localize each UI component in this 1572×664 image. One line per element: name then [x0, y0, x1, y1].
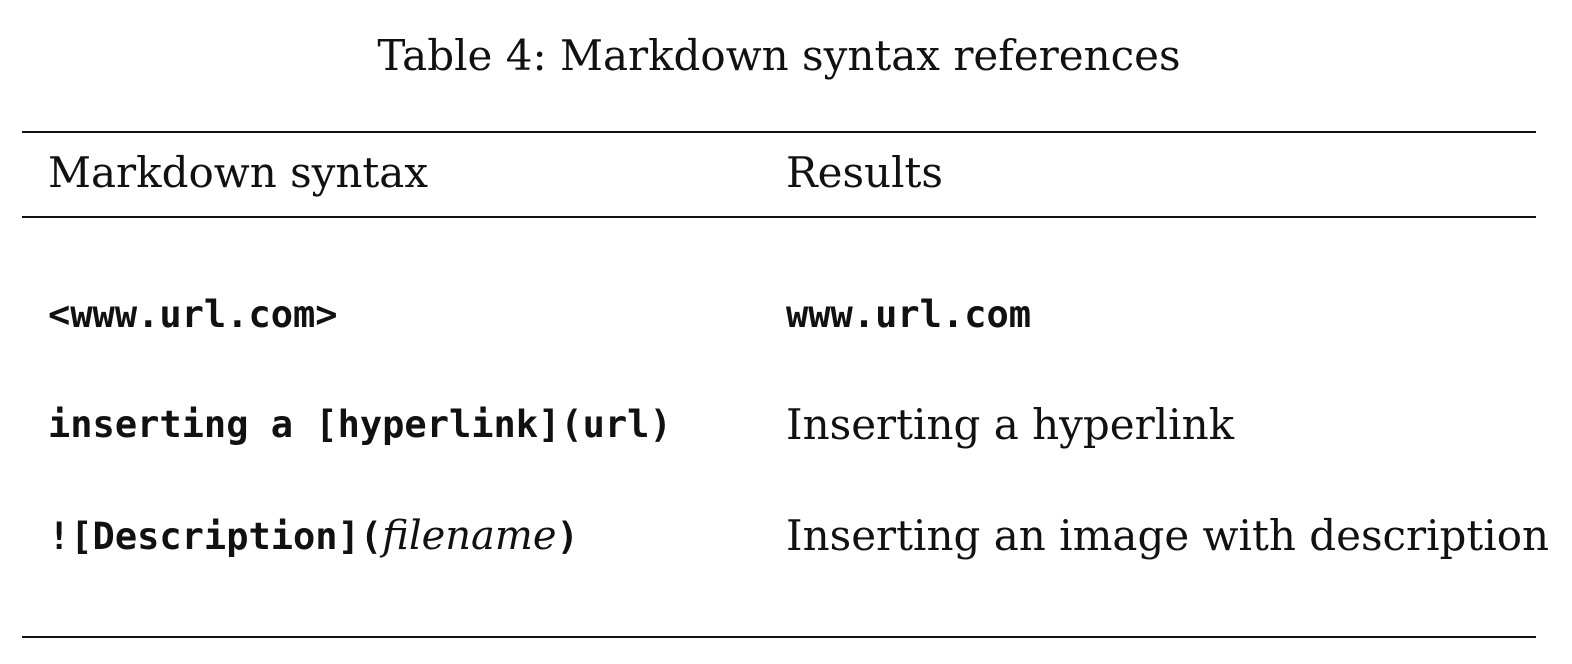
- table-header-rule: [22, 216, 1536, 218]
- syntax-cell: ![Description](filename): [48, 511, 579, 562]
- result-cell: Inserting an image with description: [786, 511, 1550, 560]
- table-header-results: Results: [786, 148, 943, 197]
- result-cell: www.url.com: [786, 293, 1032, 336]
- table-top-rule: [22, 131, 1536, 133]
- syntax-suffix: ): [556, 515, 579, 558]
- syntax-cell: inserting a [hyperlink](url): [48, 403, 672, 446]
- table-header-syntax: Markdown syntax: [48, 148, 429, 197]
- syntax-italic-filename: filename: [382, 513, 557, 559]
- table-caption: Table 4: Markdown syntax references: [377, 31, 1181, 80]
- syntax-cell: <www.url.com>: [48, 293, 338, 336]
- result-cell: Inserting a hyperlink: [786, 400, 1235, 449]
- table-bottom-rule: [22, 636, 1536, 638]
- syntax-prefix: ![Description](: [48, 515, 383, 558]
